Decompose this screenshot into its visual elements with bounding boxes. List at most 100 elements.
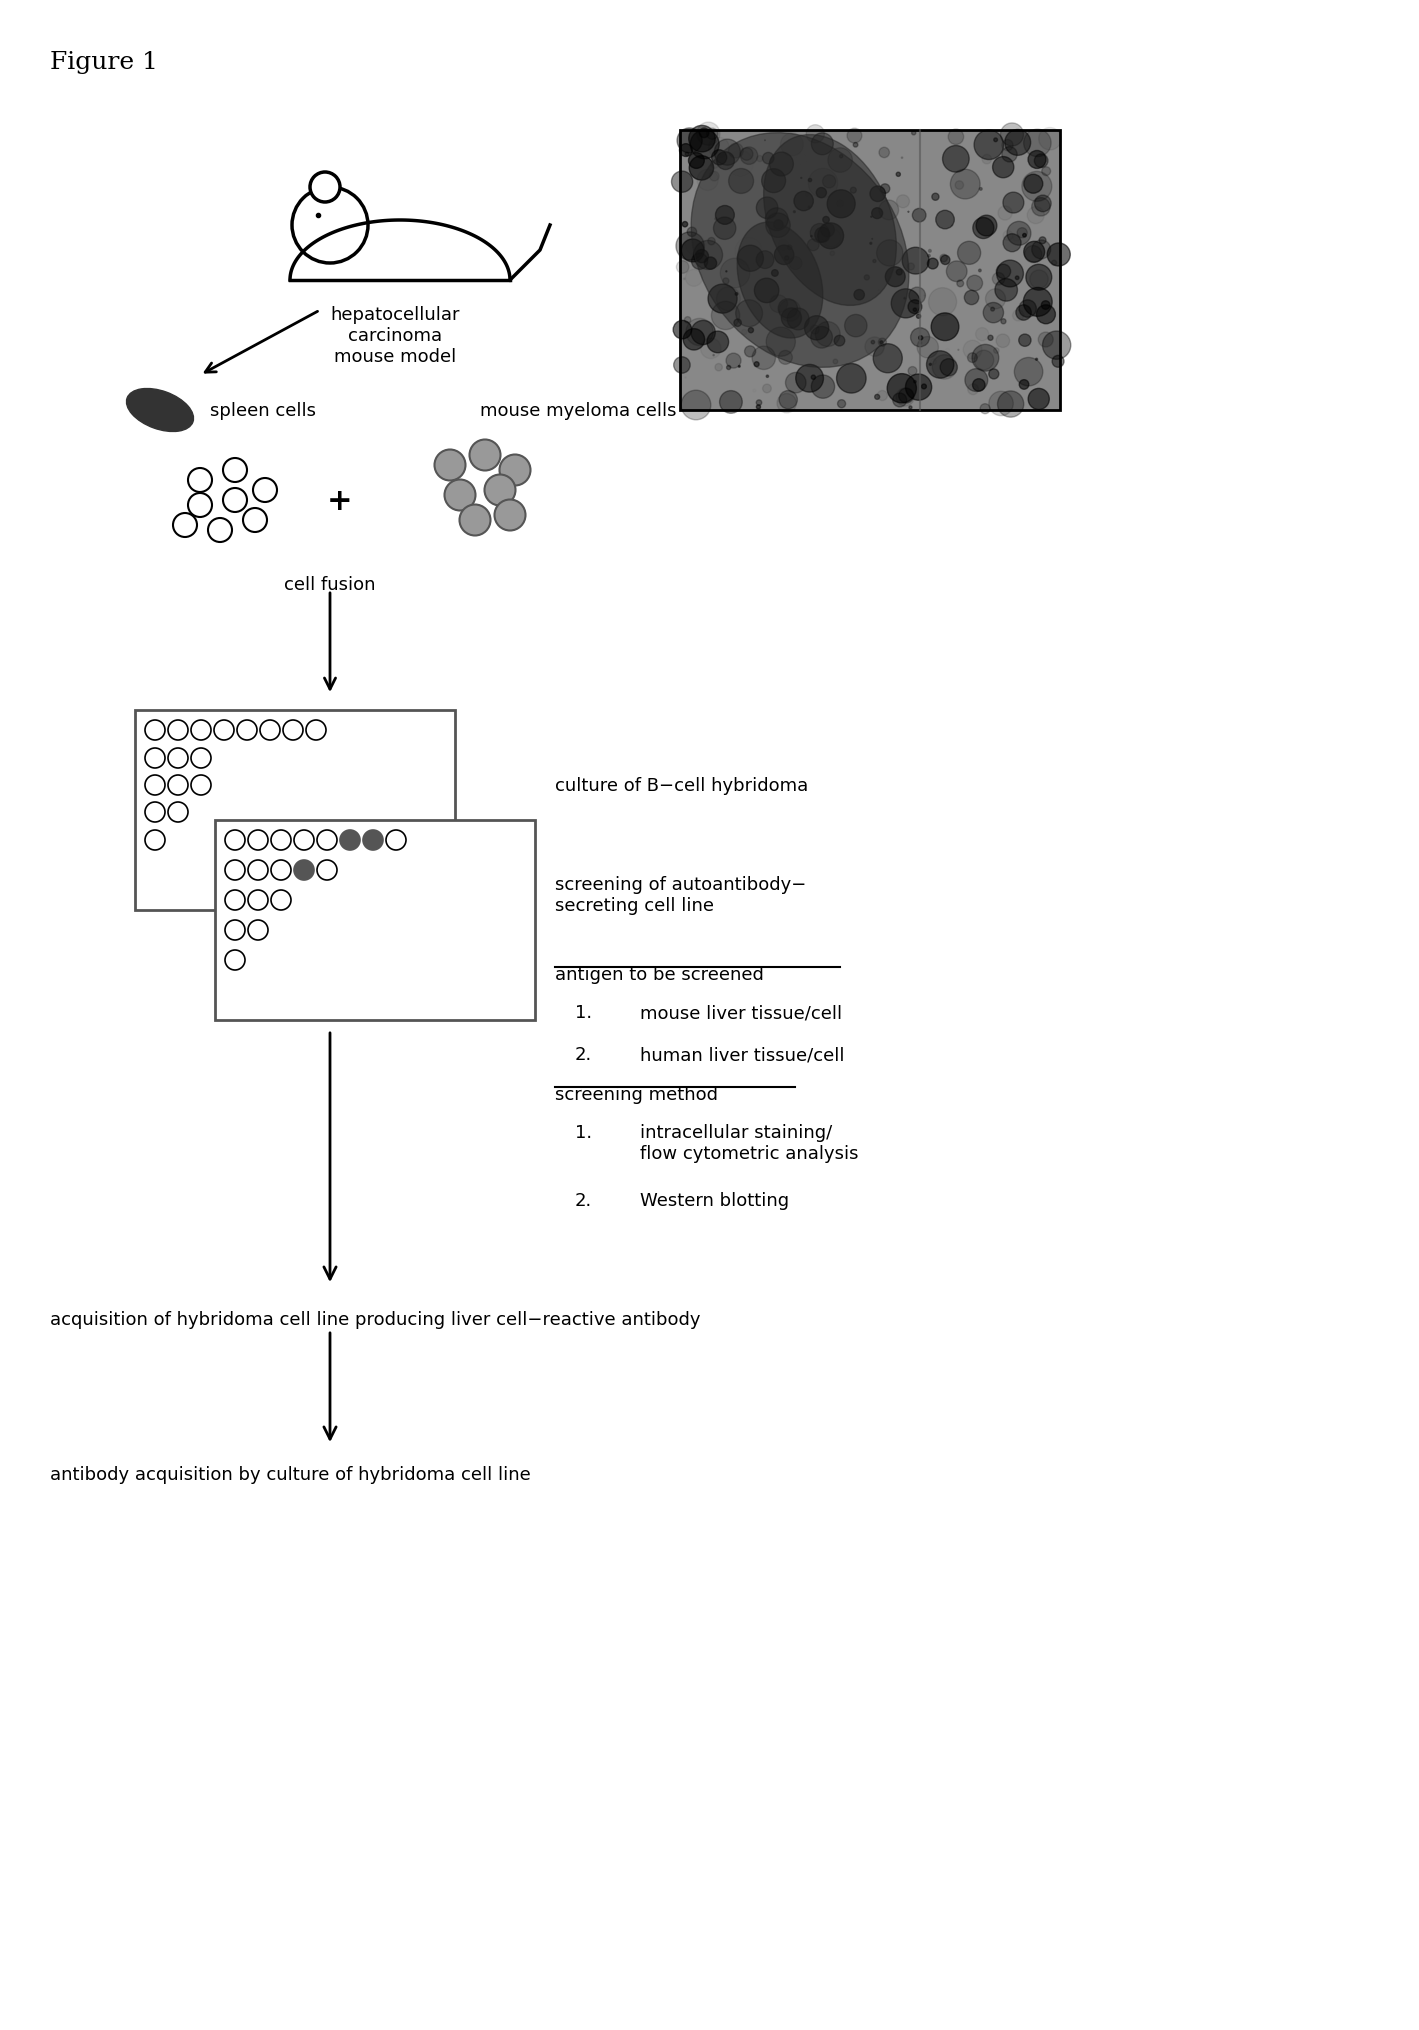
Circle shape bbox=[728, 168, 753, 195]
Circle shape bbox=[779, 392, 797, 410]
Circle shape bbox=[877, 392, 887, 402]
Circle shape bbox=[756, 197, 778, 219]
Circle shape bbox=[1047, 244, 1070, 266]
Circle shape bbox=[755, 278, 779, 304]
Circle shape bbox=[260, 721, 280, 741]
Circle shape bbox=[789, 258, 802, 270]
Circle shape bbox=[766, 213, 790, 238]
Circle shape bbox=[704, 258, 717, 270]
Circle shape bbox=[973, 219, 993, 240]
Circle shape bbox=[756, 252, 773, 270]
Circle shape bbox=[711, 302, 739, 331]
Circle shape bbox=[972, 345, 999, 371]
Circle shape bbox=[766, 329, 796, 357]
Circle shape bbox=[710, 173, 719, 183]
Circle shape bbox=[223, 459, 247, 483]
Circle shape bbox=[887, 374, 917, 404]
Circle shape bbox=[248, 830, 268, 851]
Circle shape bbox=[958, 242, 981, 266]
Circle shape bbox=[996, 262, 1023, 288]
Circle shape bbox=[253, 479, 277, 503]
Circle shape bbox=[1000, 319, 1006, 325]
Circle shape bbox=[809, 179, 812, 183]
Circle shape bbox=[237, 721, 257, 741]
Circle shape bbox=[1042, 168, 1050, 177]
Circle shape bbox=[700, 130, 710, 138]
Circle shape bbox=[968, 353, 978, 363]
Circle shape bbox=[691, 254, 708, 270]
Circle shape bbox=[1016, 307, 1032, 321]
Circle shape bbox=[853, 144, 858, 148]
Circle shape bbox=[905, 376, 932, 402]
Text: +: + bbox=[328, 487, 353, 516]
Circle shape bbox=[942, 146, 969, 173]
FancyBboxPatch shape bbox=[135, 710, 455, 911]
Circle shape bbox=[756, 156, 763, 162]
Text: 1.: 1. bbox=[575, 1003, 592, 1021]
Circle shape bbox=[995, 280, 1017, 302]
Circle shape bbox=[891, 290, 921, 319]
Circle shape bbox=[719, 392, 742, 414]
Circle shape bbox=[975, 351, 993, 371]
Circle shape bbox=[167, 775, 187, 796]
Circle shape bbox=[830, 252, 834, 256]
Circle shape bbox=[955, 183, 964, 191]
Circle shape bbox=[145, 802, 165, 822]
Circle shape bbox=[914, 309, 917, 313]
Circle shape bbox=[786, 374, 806, 394]
Circle shape bbox=[762, 154, 773, 164]
Circle shape bbox=[735, 300, 762, 327]
Text: acquisition of hybridoma cell line producing liver cell−reactive antibody: acquisition of hybridoma cell line produ… bbox=[50, 1309, 701, 1328]
Circle shape bbox=[965, 290, 979, 304]
Circle shape bbox=[941, 256, 949, 266]
Circle shape bbox=[226, 861, 245, 881]
Circle shape bbox=[1019, 335, 1032, 347]
Circle shape bbox=[990, 309, 995, 313]
Circle shape bbox=[1003, 235, 1022, 252]
Circle shape bbox=[807, 240, 819, 252]
Circle shape bbox=[363, 830, 383, 851]
Circle shape bbox=[226, 920, 245, 940]
Circle shape bbox=[834, 337, 844, 347]
Circle shape bbox=[951, 171, 981, 199]
Circle shape bbox=[908, 264, 914, 270]
Circle shape bbox=[788, 246, 792, 250]
Circle shape bbox=[708, 284, 736, 315]
Circle shape bbox=[1015, 357, 1043, 388]
Circle shape bbox=[294, 861, 314, 881]
Circle shape bbox=[226, 950, 245, 970]
Circle shape bbox=[946, 262, 966, 282]
Circle shape bbox=[316, 830, 336, 851]
Circle shape bbox=[877, 242, 902, 268]
Circle shape bbox=[844, 315, 867, 337]
Circle shape bbox=[470, 441, 501, 471]
Circle shape bbox=[756, 400, 762, 406]
Circle shape bbox=[681, 392, 711, 420]
Circle shape bbox=[837, 400, 846, 408]
Circle shape bbox=[711, 150, 727, 166]
Circle shape bbox=[741, 148, 758, 164]
Circle shape bbox=[695, 250, 708, 264]
Circle shape bbox=[917, 337, 938, 359]
Text: hepatocellular
carcinoma
mouse model: hepatocellular carcinoma mouse model bbox=[331, 307, 460, 365]
Circle shape bbox=[769, 152, 793, 177]
Circle shape bbox=[282, 721, 304, 741]
Circle shape bbox=[752, 347, 775, 369]
Circle shape bbox=[810, 225, 829, 244]
Circle shape bbox=[788, 309, 809, 331]
Circle shape bbox=[993, 349, 999, 353]
Text: antigen to be screened: antigen to be screened bbox=[555, 966, 763, 983]
Circle shape bbox=[988, 337, 993, 341]
Circle shape bbox=[721, 260, 749, 288]
Circle shape bbox=[167, 802, 187, 822]
Circle shape bbox=[145, 830, 165, 851]
Circle shape bbox=[728, 144, 744, 158]
Circle shape bbox=[935, 211, 955, 229]
Circle shape bbox=[847, 130, 861, 144]
Circle shape bbox=[707, 130, 718, 140]
Circle shape bbox=[683, 329, 705, 351]
Circle shape bbox=[897, 270, 902, 276]
Circle shape bbox=[864, 276, 870, 280]
Circle shape bbox=[979, 189, 982, 191]
Circle shape bbox=[316, 861, 336, 881]
